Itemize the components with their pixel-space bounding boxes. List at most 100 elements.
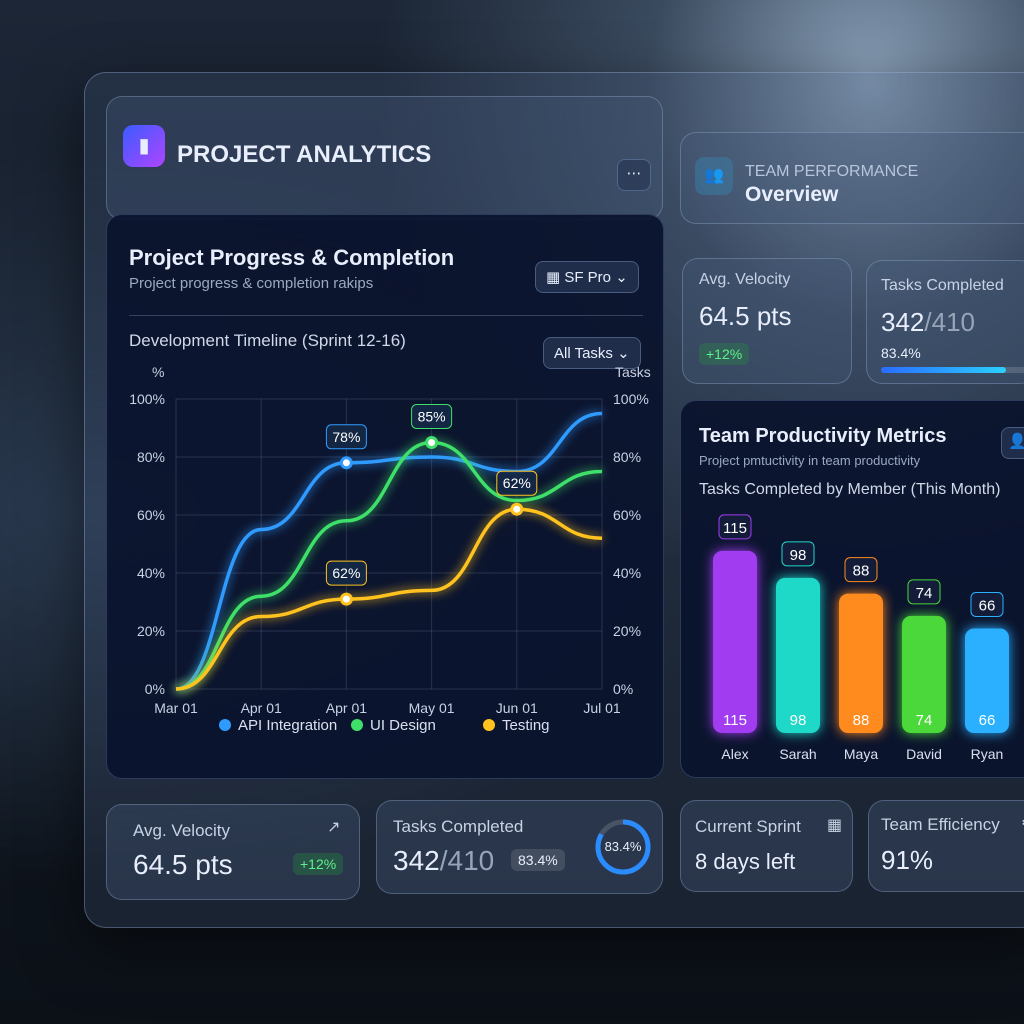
data-label-box [325, 424, 367, 450]
tasks-done: 342 [393, 845, 440, 876]
card-subtitle: Project progress & completion rakips [129, 275, 374, 292]
velocity-label: Avg. Velocity [133, 821, 231, 840]
sprint-card: Current Sprint ▦ 8 days left [680, 800, 853, 892]
font-select-value: SF Pro [564, 269, 612, 286]
y2-tick-label: 40% [613, 565, 641, 581]
bar-chart-title: Tasks Completed by Member (This Month) [699, 481, 1001, 498]
y2-tick-label: 20% [613, 623, 641, 639]
team-label: TEAM PERFORMANCE [745, 163, 919, 180]
team-title: Overview [745, 183, 839, 206]
font-select[interactable]: ▦ SF Pro ⌄ [535, 261, 639, 293]
x-tick-label: Jun 01 [496, 700, 538, 716]
data-point [339, 592, 353, 606]
efficiency-card: Team Efficiency ⚙ 91% [868, 800, 1024, 892]
velocity-change: +12% [293, 853, 344, 875]
x-tick-label: Apr 01 [326, 700, 367, 716]
bar-category-label: Alex [721, 746, 748, 762]
y-tick-label: 60% [137, 507, 165, 523]
bar-top-label: 66 [979, 598, 996, 615]
y2-tick-label: 0% [613, 681, 633, 697]
team-header-card: 👥 TEAM PERFORMANCE Overview [680, 132, 1024, 224]
calendar-icon: ▦ [827, 817, 843, 834]
efficiency-value: 91% [881, 845, 934, 875]
bar-top-label: 88 [853, 563, 870, 580]
bar-label-box [718, 514, 752, 540]
users-icon: 👤 [1008, 433, 1024, 450]
tasks-done: 342 [881, 307, 925, 337]
data-label-box [411, 404, 453, 429]
more-button[interactable]: ⋯ [617, 159, 651, 191]
velocity-label: Avg. Velocity [699, 271, 791, 288]
tasks-card: Tasks Completed 342/410 83.4% 83.4% [376, 800, 663, 894]
y-tick-label: 80% [137, 449, 165, 465]
timeline-title: Development Timeline (Sprint 12-16) [129, 331, 406, 350]
bar-top-label: 74 [916, 585, 933, 602]
legend-label: UI Design [370, 717, 436, 734]
tasks-label: Tasks Completed [881, 277, 1004, 294]
bar-ryan [965, 628, 1009, 733]
bar-inner-label: 88 [853, 712, 870, 729]
data-point [339, 456, 353, 470]
tasks-progress-bar [881, 367, 1024, 373]
productivity-title: Team Productivity Metrics [699, 425, 947, 447]
data-label-box [325, 560, 367, 586]
ring-label: 83.4% [604, 839, 642, 854]
bar-top-label: 115 [723, 520, 747, 537]
bar-alex [713, 550, 757, 733]
trend-icon: ↗ [327, 819, 341, 836]
sprint-label: Current Sprint [695, 817, 801, 836]
data-label-box [496, 470, 538, 496]
task-filter[interactable]: All Tasks ⌄ [543, 337, 641, 369]
velocity-value: 64.5 pts [699, 301, 792, 331]
bar-label-box [844, 557, 878, 583]
bar-inner-label: 98 [790, 712, 807, 729]
calendar-icon: ▦ [546, 269, 565, 286]
bar-sarah [776, 577, 820, 733]
velocity-card-top: Avg. Velocity 64.5 pts +12% [682, 258, 852, 384]
bar-category-label: David [906, 746, 942, 762]
bar-category-label: Ryan [971, 746, 1004, 762]
tasks-pct: 83.4% [881, 345, 921, 361]
tasks-card-top: Tasks Completed 342/410 83.4% [866, 260, 1024, 384]
data-point [425, 436, 439, 449]
bar-chart-icon: ▮ [123, 125, 165, 167]
bar-category-label: Sarah [779, 746, 816, 762]
data-label: 85% [418, 409, 446, 425]
sprint-value: 8 days left [695, 849, 796, 874]
data-label: 62% [332, 565, 360, 581]
velocity-value: 64.5 pts [133, 849, 233, 880]
progress-card: Project Progress & Completion Project pr… [106, 214, 664, 779]
bar-label-box [781, 541, 815, 567]
bar-chart: 115 115 Alex 98 98 Sarah 88 88 Maya 74 74 David 66 66… [713, 514, 1009, 762]
series-line-0 [175, 411, 603, 691]
users-icon: 👥 [695, 157, 733, 195]
y2-tick-label: 100% [613, 391, 649, 407]
series-line-2 [175, 507, 603, 691]
x-tick-label: Apr 01 [241, 700, 282, 716]
y-tick-label: 20% [137, 623, 165, 639]
bar-inner-label: 74 [916, 712, 933, 729]
task-filter-value: All Tasks [554, 345, 613, 362]
y2-tick-label: 80% [613, 449, 641, 465]
legend-dot [219, 719, 231, 731]
series-line-1 [175, 440, 603, 691]
card-title: Project Progress & Completion [129, 245, 455, 270]
members-button[interactable]: 👤 [1001, 427, 1024, 459]
bar-category-label: Maya [844, 746, 878, 762]
bar-inner-label: 115 [723, 712, 747, 729]
bar-label-box [907, 579, 941, 605]
header-card: ▮ PROJECT ANALYTICS ⋯ [106, 96, 663, 220]
bar-inner-label: 66 [979, 712, 996, 729]
gear-icon: ⚙ [1021, 813, 1024, 833]
tasks-total: /410 [439, 845, 495, 876]
y2-tick-label: 60% [613, 507, 641, 523]
data-point [510, 502, 524, 516]
bar-david [902, 615, 946, 733]
x-tick-label: May 01 [409, 700, 455, 716]
app-title: PROJECT ANALYTICS [177, 141, 432, 168]
x-tick-label: Mar 01 [154, 700, 198, 716]
tasks-progress-ring [595, 819, 651, 875]
velocity-card: Avg. Velocity ↗ 64.5 pts +12% [106, 804, 360, 900]
data-label: 62% [503, 475, 531, 491]
y-axis-label: % [152, 364, 164, 380]
